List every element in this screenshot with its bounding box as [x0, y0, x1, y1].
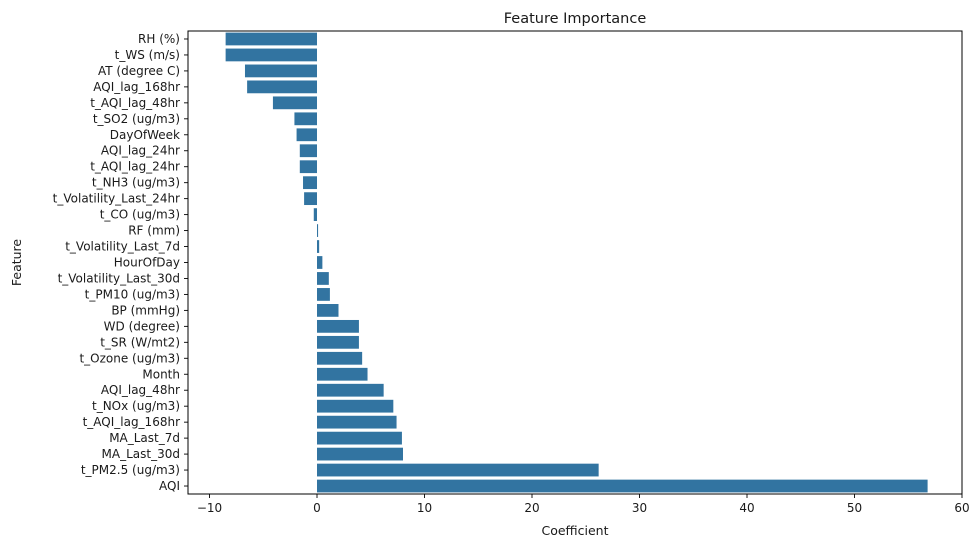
y-tick-label: t_CO (ug/m3) — [100, 208, 180, 222]
y-tick-label: t_Ozone (ug/m3) — [79, 351, 180, 365]
y-tick-label: t_SR (W/mt2) — [100, 335, 180, 349]
bar — [299, 160, 317, 174]
y-axis-title: Feature — [9, 239, 24, 287]
bar — [317, 256, 323, 269]
bar — [296, 128, 317, 142]
bar — [317, 304, 339, 317]
y-tick-label: t_NH3 (ug/m3) — [92, 176, 180, 190]
y-tick-label: RF (mm) — [128, 224, 180, 238]
bar — [294, 112, 317, 126]
y-tick-label: t_NOx (ug/m3) — [92, 399, 180, 413]
bar — [317, 447, 403, 461]
bar — [317, 351, 363, 365]
y-tick-label: AQI — [159, 479, 180, 493]
x-tick-label: 0 — [313, 501, 321, 515]
y-tick-label: t_PM10 (ug/m3) — [85, 287, 180, 301]
bar — [304, 192, 317, 206]
x-tick-label: 40 — [739, 501, 754, 515]
bar — [317, 367, 368, 381]
x-tick-label: 20 — [524, 501, 539, 515]
y-tick-label: t_Volatility_Last_7d — [65, 240, 180, 254]
bar — [317, 431, 402, 445]
y-tick-label: t_AQI_lag_24hr — [90, 160, 180, 174]
x-tick-label: 30 — [632, 501, 647, 515]
bar — [317, 272, 329, 285]
y-tick-label: DayOfWeek — [110, 128, 180, 142]
bar — [303, 176, 317, 190]
y-tick-label: RH (%) — [138, 32, 180, 46]
bar — [317, 415, 397, 429]
y-tick-label: t_WS (m/s) — [115, 48, 180, 62]
y-tick-label: BP (mmHg) — [111, 303, 180, 317]
x-tick-label: 10 — [417, 501, 432, 515]
y-tick-label: MA_Last_30d — [102, 447, 180, 461]
bar — [244, 64, 317, 78]
y-tick-label: MA_Last_7d — [109, 431, 180, 445]
bar — [317, 288, 330, 301]
bar — [317, 463, 599, 477]
bar — [299, 144, 317, 158]
bar — [317, 319, 359, 333]
y-tick-label: t_Volatility_Last_24hr — [53, 192, 180, 206]
y-ticks-layer: RH (%) t_WS (m/s) AT (degree C) AQI_lag_168… — [53, 32, 188, 493]
bar — [317, 335, 359, 349]
x-tick-label: −10 — [197, 501, 222, 515]
y-tick-label: t_PM2.5 (ug/m3) — [81, 463, 180, 477]
y-tick-label: t_AQI_lag_48hr — [90, 96, 180, 110]
bar — [317, 479, 928, 493]
x-tick-label: 60 — [954, 501, 969, 515]
bar — [317, 399, 394, 413]
bar — [317, 383, 384, 397]
bars-layer — [225, 32, 928, 493]
y-tick-label: WD (degree) — [104, 319, 180, 333]
x-tick-label: 50 — [847, 501, 862, 515]
y-tick-label: AT (degree C) — [98, 64, 180, 78]
bar — [247, 80, 317, 94]
y-tick-label: AQI_lag_48hr — [101, 383, 180, 397]
bar — [317, 224, 319, 237]
y-tick-label: HourOfDay — [114, 256, 180, 270]
bar — [225, 48, 317, 62]
y-tick-label: t_SO2 (ug/m3) — [93, 112, 180, 126]
bar — [317, 240, 320, 253]
y-tick-label: Month — [142, 367, 180, 381]
x-axis-title: Coefficient — [541, 523, 608, 538]
y-tick-label: t_AQI_lag_168hr — [83, 415, 181, 429]
bar — [313, 208, 317, 221]
x-ticks-layer: −10 0 10 20 30 40 50 60 — [197, 494, 970, 515]
bar — [272, 96, 317, 110]
chart-title: Feature Importance — [504, 11, 647, 27]
y-tick-label: AQI_lag_24hr — [101, 144, 180, 158]
bar — [225, 32, 317, 46]
y-tick-label: AQI_lag_168hr — [93, 80, 180, 94]
y-tick-label: t_Volatility_Last_30d — [58, 271, 180, 285]
plot-frame — [187, 30, 963, 495]
